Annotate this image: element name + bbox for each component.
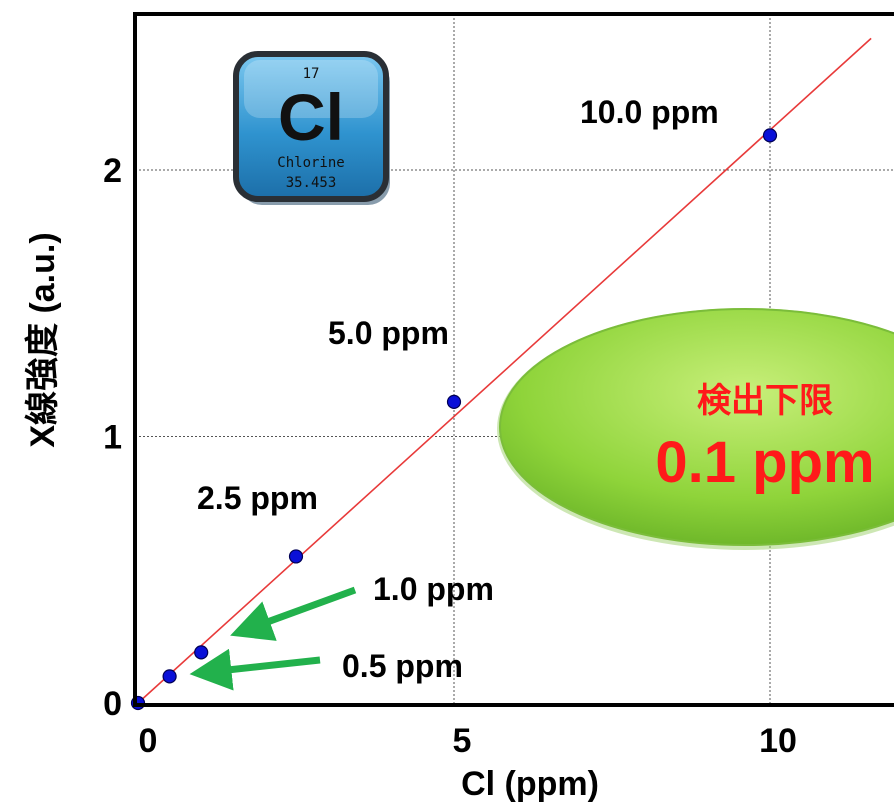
detection-limit-title: 検出下限 bbox=[697, 382, 833, 420]
y-tick-labels: 0 1 2 bbox=[103, 152, 122, 723]
y-axis-title: X線強度 (a.u.) bbox=[24, 232, 62, 447]
label-1-0-ppm: 1.0 ppm bbox=[373, 571, 494, 607]
x-tick-labels: 0 5 10 bbox=[139, 722, 797, 760]
x-tick-label-10: 10 bbox=[759, 722, 797, 760]
arrow-0-5-ppm bbox=[189, 648, 321, 691]
detection-limit-callout: 検出下限 0.1 ppm bbox=[497, 308, 894, 550]
data-point-3 bbox=[288, 549, 304, 564]
x-tick-label-5: 5 bbox=[453, 722, 472, 760]
label-5-0-ppm: 5.0 ppm bbox=[328, 315, 449, 351]
y-tick-label-2: 2 bbox=[103, 152, 122, 190]
label-0-5-ppm: 0.5 ppm bbox=[342, 648, 463, 684]
plot-frame bbox=[133, 12, 894, 707]
label-10-0-ppm: 10.0 ppm bbox=[580, 94, 719, 130]
fit-line bbox=[137, 37, 872, 704]
data-point-4 bbox=[446, 394, 462, 409]
x-axis-title: Cl (ppm) bbox=[461, 765, 599, 803]
data-point-5 bbox=[762, 128, 778, 143]
element-symbol: Cl bbox=[278, 80, 344, 154]
data-point-1 bbox=[162, 669, 177, 684]
x-tick-label-0: 0 bbox=[139, 722, 158, 760]
y-tick-label-1: 1 bbox=[103, 419, 122, 457]
element-mass: 35.453 bbox=[286, 175, 337, 191]
element-name: Chlorine bbox=[277, 155, 344, 171]
data-point-2 bbox=[194, 645, 209, 660]
chlorine-element-icon: 17 Cl Chlorine 35.453 bbox=[233, 51, 390, 205]
label-2-5-ppm: 2.5 ppm bbox=[197, 480, 318, 516]
detection-limit-value: 0.1 ppm bbox=[655, 430, 874, 495]
arrow-1-0-ppm bbox=[230, 586, 357, 641]
y-tick-label-0: 0 bbox=[103, 685, 122, 723]
element-number: 17 bbox=[303, 66, 320, 82]
